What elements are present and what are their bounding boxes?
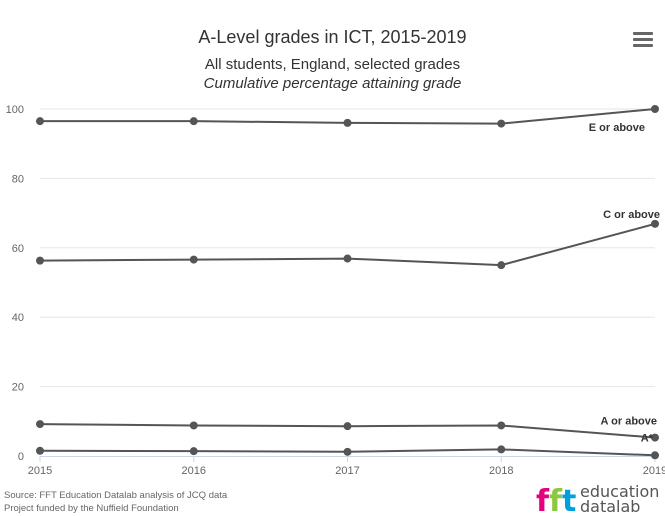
svg-text:t: t (562, 484, 576, 516)
funding-credit: Project funded by the Nuffield Foundatio… (4, 503, 179, 514)
data-point[interactable] (189, 421, 198, 430)
data-point[interactable] (497, 119, 506, 128)
data-point[interactable] (36, 117, 44, 126)
data-point[interactable] (343, 254, 352, 263)
data-point[interactable] (651, 105, 659, 113)
data-point[interactable] (189, 447, 198, 456)
series-label: A* (641, 432, 654, 444)
x-tick-label: 2018 (489, 465, 513, 477)
x-tick-label: 2017 (335, 465, 359, 477)
logo-text-line2: datalab (580, 497, 641, 516)
y-tick-label: 60 (12, 243, 24, 255)
datalab-logo: f f t education datalab (536, 484, 661, 516)
logo-text-line1: education (580, 482, 660, 501)
data-point[interactable] (497, 421, 506, 430)
y-tick-label: 0 (18, 451, 24, 463)
y-tick-label: 80 (12, 173, 24, 185)
data-point[interactable] (343, 447, 352, 456)
data-point[interactable] (36, 256, 44, 265)
series-label: E or above (589, 122, 645, 134)
data-point[interactable] (189, 255, 198, 264)
chart-title: A-Level grades in ICT, 2015-2019 (198, 27, 467, 47)
y-tick-label: 40 (12, 312, 24, 324)
series-label: A or above (601, 416, 657, 428)
data-point[interactable] (36, 420, 44, 429)
data-point[interactable] (343, 118, 352, 127)
data-point[interactable] (36, 446, 44, 455)
x-tick-label: 2019 (643, 465, 665, 477)
svg-text:f: f (549, 484, 563, 516)
fft-logo-mark-icon: f f t (536, 484, 576, 516)
chart-subtitle: All students, England, selected grades (204, 56, 461, 73)
data-point[interactable] (343, 422, 352, 431)
data-point[interactable] (497, 445, 506, 454)
x-tick-label: 2016 (182, 465, 206, 477)
y-tick-label: 100 (6, 104, 24, 116)
x-tick-label: 2015 (28, 465, 52, 477)
data-point[interactable] (189, 117, 198, 126)
y-tick-label: 20 (12, 382, 24, 394)
data-point[interactable] (651, 219, 659, 228)
data-point[interactable] (497, 261, 506, 270)
chart-subtitle-italic: Cumulative percentage attaining grade (203, 75, 462, 92)
data-point[interactable] (651, 433, 659, 442)
series-label: C or above (603, 209, 660, 221)
line-chart: 0 20 40 60 80 100 2015 2016 2017 2018 2019 E or a… (6, 104, 665, 477)
svg-text:f: f (536, 484, 550, 516)
data-point[interactable] (651, 451, 659, 460)
hamburger-menu-icon[interactable] (633, 32, 653, 48)
source-credit: Source: FFT Education Datalab analysis o… (4, 490, 228, 501)
